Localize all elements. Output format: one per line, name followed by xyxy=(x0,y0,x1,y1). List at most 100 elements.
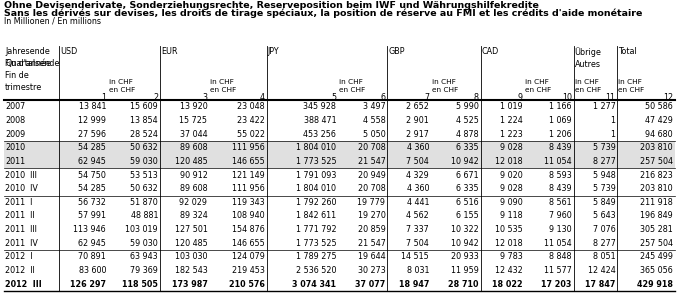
Text: 15 725: 15 725 xyxy=(179,116,207,125)
Bar xyxy=(4,155,675,168)
Text: 1: 1 xyxy=(610,116,615,125)
Text: 9 090: 9 090 xyxy=(500,198,522,207)
Text: 7 337: 7 337 xyxy=(407,225,429,234)
Text: 9 130: 9 130 xyxy=(549,225,572,234)
Text: 17 203: 17 203 xyxy=(541,280,572,289)
Text: in CHF
en CHF: in CHF en CHF xyxy=(210,79,237,93)
Text: 196 849: 196 849 xyxy=(640,211,673,220)
Text: 154 876: 154 876 xyxy=(232,225,265,234)
Text: 1 771 792: 1 771 792 xyxy=(295,225,336,234)
Text: 1 804 010: 1 804 010 xyxy=(296,184,336,193)
Text: 17 847: 17 847 xyxy=(585,280,615,289)
Text: 2007: 2007 xyxy=(5,102,25,111)
Text: 8 277: 8 277 xyxy=(593,157,615,166)
Text: 51 870: 51 870 xyxy=(130,198,158,207)
Text: 1 277: 1 277 xyxy=(593,102,615,111)
Text: EUR: EUR xyxy=(161,47,178,56)
Text: 120 485: 120 485 xyxy=(175,239,207,248)
Text: 211 918: 211 918 xyxy=(640,198,673,207)
Text: 1 223: 1 223 xyxy=(500,130,522,138)
Text: 37 044: 37 044 xyxy=(180,130,207,138)
Text: 9 118: 9 118 xyxy=(500,211,522,220)
Text: 62 945: 62 945 xyxy=(78,239,106,248)
Text: 94 680: 94 680 xyxy=(645,130,673,138)
Text: 9: 9 xyxy=(517,93,522,102)
Text: 6 335: 6 335 xyxy=(456,184,479,193)
Text: 245 499: 245 499 xyxy=(640,252,673,261)
Text: 28 710: 28 710 xyxy=(448,280,479,289)
Text: 10 535: 10 535 xyxy=(494,225,522,234)
Text: 7 504: 7 504 xyxy=(407,239,429,248)
Text: 305 281: 305 281 xyxy=(640,225,673,234)
Text: 90 912: 90 912 xyxy=(179,171,207,180)
Text: 2011  I: 2011 I xyxy=(5,198,33,207)
Text: 89 324: 89 324 xyxy=(180,211,207,220)
Text: 12: 12 xyxy=(663,93,673,102)
Text: 11 577: 11 577 xyxy=(544,266,572,275)
Text: 7 076: 7 076 xyxy=(593,225,615,234)
Text: 5 643: 5 643 xyxy=(593,211,615,220)
Text: 2012  II: 2012 II xyxy=(5,266,35,275)
Text: in CHF
en CHF: in CHF en CHF xyxy=(619,79,645,93)
Text: 4 329: 4 329 xyxy=(407,171,429,180)
Text: in CHF
en CHF: in CHF en CHF xyxy=(526,79,551,93)
Text: 8 593: 8 593 xyxy=(549,171,572,180)
Text: 18 022: 18 022 xyxy=(492,280,522,289)
Text: 2008: 2008 xyxy=(5,116,25,125)
Text: 20 949: 20 949 xyxy=(358,171,386,180)
Text: 4 878: 4 878 xyxy=(456,130,479,138)
Text: 63 943: 63 943 xyxy=(130,252,158,261)
Text: 20 708: 20 708 xyxy=(358,143,386,152)
Text: 3 497: 3 497 xyxy=(363,102,386,111)
Text: 57 991: 57 991 xyxy=(78,211,106,220)
Text: 2 652: 2 652 xyxy=(406,102,429,111)
Text: 257 504: 257 504 xyxy=(640,239,673,248)
Text: 50 586: 50 586 xyxy=(645,102,673,111)
Text: 59 030: 59 030 xyxy=(130,239,158,248)
Text: 6 516: 6 516 xyxy=(456,198,479,207)
Text: 1: 1 xyxy=(101,93,106,102)
Text: 9 028: 9 028 xyxy=(500,184,522,193)
Text: 111 956: 111 956 xyxy=(232,143,265,152)
Text: 1 842 611: 1 842 611 xyxy=(296,211,336,220)
Text: 10 942: 10 942 xyxy=(451,239,479,248)
Text: 9 783: 9 783 xyxy=(500,252,522,261)
Text: 7 504: 7 504 xyxy=(407,157,429,166)
Text: 8 031: 8 031 xyxy=(407,266,429,275)
Text: in CHF
en CHF: in CHF en CHF xyxy=(574,79,601,93)
Text: 12 018: 12 018 xyxy=(495,239,522,248)
Text: 120 485: 120 485 xyxy=(175,157,207,166)
Text: 70 891: 70 891 xyxy=(78,252,106,261)
Text: 19 270: 19 270 xyxy=(358,211,386,220)
Text: 13 841: 13 841 xyxy=(79,102,106,111)
Text: 2010  III: 2010 III xyxy=(5,171,37,180)
Text: 13 854: 13 854 xyxy=(130,116,158,125)
Text: 6 671: 6 671 xyxy=(456,171,479,180)
Text: 56 732: 56 732 xyxy=(78,198,106,207)
Text: 146 655: 146 655 xyxy=(232,239,265,248)
Text: 79 369: 79 369 xyxy=(130,266,158,275)
Text: 345 928: 345 928 xyxy=(304,102,336,111)
Text: 2 917: 2 917 xyxy=(406,130,429,138)
Text: 11 054: 11 054 xyxy=(544,239,572,248)
Text: 219 453: 219 453 xyxy=(232,266,265,275)
Text: 54 750: 54 750 xyxy=(78,171,106,180)
Text: 48 881: 48 881 xyxy=(130,211,158,220)
Text: 28 524: 28 524 xyxy=(130,130,158,138)
Text: 2: 2 xyxy=(153,93,158,102)
Text: 47 429: 47 429 xyxy=(645,116,673,125)
Text: 8 439: 8 439 xyxy=(549,143,572,152)
Text: 13 920: 13 920 xyxy=(180,102,207,111)
Text: 10: 10 xyxy=(562,93,572,102)
Text: 1 224: 1 224 xyxy=(500,116,522,125)
Text: 216 823: 216 823 xyxy=(640,171,673,180)
Text: 210 576: 210 576 xyxy=(229,280,265,289)
Text: 50 632: 50 632 xyxy=(130,143,158,152)
Text: 5 050: 5 050 xyxy=(363,130,386,138)
Text: 4: 4 xyxy=(260,93,265,102)
Text: 182 543: 182 543 xyxy=(175,266,207,275)
Text: 127 501: 127 501 xyxy=(175,225,207,234)
Text: 8 439: 8 439 xyxy=(549,184,572,193)
Text: 55 022: 55 022 xyxy=(237,130,265,138)
Text: 2011  II: 2011 II xyxy=(5,211,35,220)
